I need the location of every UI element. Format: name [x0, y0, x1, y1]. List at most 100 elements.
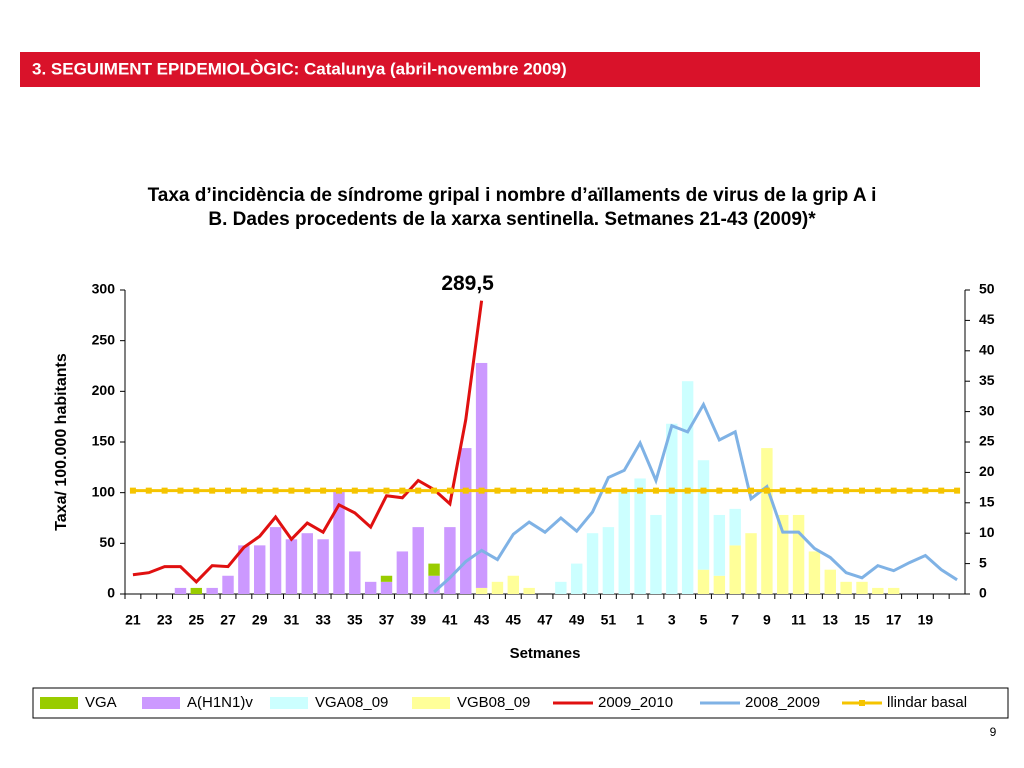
line-marker: [478, 487, 485, 494]
line-marker: [129, 487, 136, 494]
bar: [602, 527, 615, 594]
header-bar: [20, 52, 980, 87]
bar: [222, 575, 234, 594]
line-series: [132, 300, 484, 584]
bar: [745, 533, 757, 594]
line-marker: [700, 487, 707, 494]
bar: [634, 478, 646, 594]
legend-label: 2008_2009: [745, 694, 820, 711]
bar: [238, 545, 250, 594]
line-marker: [399, 487, 406, 494]
line-marker: [811, 487, 818, 494]
line-marker: [288, 487, 295, 494]
bar: [856, 581, 868, 594]
x-tick-label: 27: [220, 612, 236, 628]
bar: [507, 575, 520, 594]
line-marker: [954, 487, 961, 494]
line-marker: [431, 487, 438, 494]
bar: [396, 551, 409, 594]
legend-swatch: [412, 697, 450, 709]
x-tick-label: 3: [668, 612, 676, 628]
x-tick-label: 35: [347, 612, 363, 628]
bar: [650, 514, 662, 594]
line-marker: [605, 487, 612, 494]
bar: [729, 545, 741, 594]
line-marker: [684, 487, 691, 494]
line-series: [433, 401, 958, 594]
x-tick-label: 23: [157, 612, 173, 628]
bar: [491, 581, 504, 594]
line-marker: [256, 487, 263, 494]
legend-label: A(H1N1)v: [187, 694, 253, 711]
value-label: 289,5: [441, 272, 494, 295]
bar: [174, 587, 187, 594]
header-title: 3. SEGUIMENT EPIDEMIOLÒGIC: Catalunya (a…: [32, 59, 567, 78]
line-marker: [557, 487, 564, 494]
x-tick-label: 29: [252, 612, 268, 628]
bar: [713, 514, 726, 576]
line-marker: [922, 487, 929, 494]
legend-label: VGA08_09: [315, 694, 388, 711]
line-marker: [209, 487, 216, 494]
chart-title: Taxa d’incidència de síndrome gripal i n…: [148, 185, 877, 206]
line-marker: [716, 487, 723, 494]
legend-swatch: [40, 697, 78, 709]
y2-tick-label: 0: [979, 585, 987, 601]
y2-tick-label: 5: [979, 554, 987, 570]
bar: [380, 575, 393, 582]
line-marker: [351, 487, 358, 494]
bar: [713, 575, 726, 594]
x-tick-label: 25: [189, 612, 205, 628]
line-marker: [906, 487, 913, 494]
line-marker: [732, 487, 739, 494]
legend-label: 2009_2010: [598, 694, 673, 711]
bar: [761, 448, 773, 594]
x-tick-label: 47: [537, 612, 553, 628]
bar: [570, 563, 583, 594]
line-marker: [193, 487, 200, 494]
y-tick-label: 100: [92, 483, 116, 499]
x-tick-label: 13: [822, 612, 838, 628]
y-tick-label: 200: [92, 382, 116, 398]
y-tick-label: 300: [92, 281, 116, 297]
line-marker: [763, 487, 770, 494]
line-marker: [177, 487, 184, 494]
bar: [555, 581, 567, 594]
bar: [729, 508, 741, 546]
bar: [190, 587, 203, 594]
legend-label: VGA: [85, 694, 117, 711]
x-tick-label: 17: [886, 612, 902, 628]
bar: [333, 490, 345, 594]
y2-tick-label: 40: [979, 342, 995, 358]
legend-label: VGB08_09: [457, 694, 530, 711]
line-marker: [272, 487, 279, 494]
line-marker: [446, 487, 453, 494]
page-number: 9: [990, 725, 997, 739]
bar: [666, 423, 678, 594]
y2-tick-label: 20: [979, 463, 995, 479]
y-tick-label: 250: [92, 331, 116, 347]
line-marker: [335, 487, 342, 494]
bar: [586, 533, 599, 594]
y2-tick-label: 50: [979, 281, 995, 297]
bar: [254, 545, 266, 594]
x-tick-label: 21: [125, 612, 141, 628]
line-marker: [415, 487, 422, 494]
x-tick-label: 15: [854, 612, 870, 628]
x-tick-label: 43: [474, 612, 490, 628]
bar: [364, 581, 377, 594]
y2-tick-label: 35: [979, 372, 995, 388]
x-tick-label: 49: [569, 612, 585, 628]
line-marker: [161, 487, 168, 494]
line-marker: [240, 487, 247, 494]
line-marker: [748, 487, 755, 494]
line-marker: [589, 487, 596, 494]
x-tick-label: 7: [731, 612, 739, 628]
x-tick-label: 9: [763, 612, 771, 628]
bar: [523, 587, 535, 594]
line-marker: [779, 487, 786, 494]
legend-label: llindar basal: [887, 694, 967, 711]
x-tick-label: 1: [636, 612, 644, 628]
x-tick-label: 39: [410, 612, 426, 628]
